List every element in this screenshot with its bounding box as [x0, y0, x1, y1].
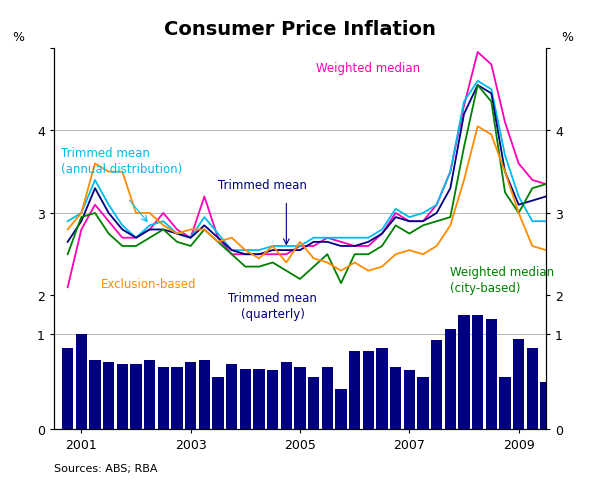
Bar	[281, 363, 292, 429]
Bar	[212, 377, 224, 429]
Bar	[253, 369, 265, 429]
Bar	[185, 363, 196, 429]
Bar	[540, 382, 552, 429]
Bar	[226, 365, 238, 429]
Text: Trimmed mean: Trimmed mean	[218, 179, 307, 192]
Bar	[171, 367, 183, 429]
Text: Sources: ABS; RBA: Sources: ABS; RBA	[54, 464, 157, 473]
Bar	[527, 348, 538, 429]
Text: Consumer Price Inflation: Consumer Price Inflation	[164, 20, 436, 39]
Bar	[458, 315, 470, 429]
Text: Trimmed mean
(quarterly): Trimmed mean (quarterly)	[228, 291, 317, 320]
Bar	[103, 363, 115, 429]
Bar	[472, 315, 484, 429]
Bar	[158, 367, 169, 429]
Bar	[335, 389, 347, 429]
Bar	[322, 367, 333, 429]
Bar	[431, 341, 442, 429]
Bar	[267, 370, 278, 429]
Text: Exclusion-based: Exclusion-based	[100, 278, 196, 291]
Bar	[130, 365, 142, 429]
Text: Trimmed mean
(annual distribution): Trimmed mean (annual distribution)	[61, 146, 182, 175]
Bar	[513, 339, 524, 429]
Bar	[417, 377, 429, 429]
Bar	[404, 370, 415, 429]
Bar	[445, 329, 456, 429]
Bar	[62, 348, 73, 429]
Bar	[89, 361, 101, 429]
Bar	[390, 367, 401, 429]
Bar	[376, 348, 388, 429]
Text: %: %	[561, 31, 573, 44]
Bar	[144, 361, 155, 429]
Bar	[485, 320, 497, 429]
Bar	[499, 377, 511, 429]
Text: Weighted median: Weighted median	[316, 62, 421, 75]
Bar	[199, 361, 210, 429]
Bar	[76, 334, 87, 429]
Bar	[239, 369, 251, 429]
Text: Weighted median
(city-based): Weighted median (city-based)	[451, 266, 554, 295]
Bar	[294, 367, 306, 429]
Text: %: %	[12, 31, 24, 44]
Bar	[349, 351, 361, 429]
Bar	[362, 351, 374, 429]
Bar	[308, 377, 319, 429]
Bar	[116, 365, 128, 429]
